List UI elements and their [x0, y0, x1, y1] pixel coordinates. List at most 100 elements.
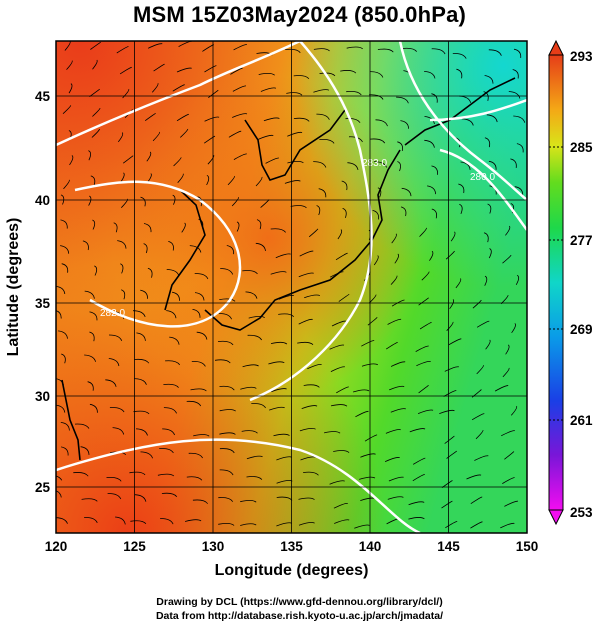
streamline	[268, 361, 285, 365]
streamline	[303, 471, 319, 476]
streamline	[341, 180, 348, 191]
colorbar-tick-label: 285	[570, 140, 593, 155]
streamline	[133, 410, 150, 415]
temperature-field	[56, 41, 527, 533]
streamline	[56, 310, 62, 319]
streamline	[418, 297, 429, 306]
streamline	[510, 405, 518, 416]
streamline	[355, 410, 369, 418]
streamline	[385, 342, 398, 350]
streamline	[270, 228, 287, 233]
streamline	[146, 151, 152, 162]
streamline	[192, 309, 201, 318]
streamline	[336, 386, 349, 394]
streamline	[94, 265, 98, 276]
streamline	[236, 221, 240, 232]
streamline	[278, 294, 294, 300]
streamline	[504, 451, 515, 460]
streamline	[172, 194, 176, 205]
streamline	[134, 494, 147, 502]
streamline	[308, 228, 319, 238]
y-axis-label: Latitude (degrees)	[5, 218, 22, 357]
x-tick-label: 150	[516, 539, 539, 554]
streamline	[66, 60, 73, 70]
streamline	[340, 70, 357, 74]
streamline	[219, 469, 234, 476]
x-tick-label: 140	[359, 539, 382, 554]
streamline	[359, 476, 376, 480]
streamline	[140, 289, 148, 299]
streamline	[116, 46, 129, 54]
streamline	[494, 385, 509, 392]
streamline	[68, 83, 73, 94]
streamline	[217, 340, 234, 346]
contour-label: 283.0	[362, 158, 387, 169]
colorbar-tick-label: 261	[570, 413, 593, 428]
streamline	[487, 203, 492, 214]
streamline	[384, 457, 400, 462]
streamline	[159, 448, 174, 454]
streamline	[194, 273, 209, 280]
streamline	[397, 161, 401, 172]
colorbar-tick-label: 293	[570, 49, 593, 64]
streamline	[367, 317, 378, 326]
y-tick-label: 40	[35, 193, 50, 208]
streamline	[165, 360, 181, 366]
streamline	[313, 48, 330, 52]
streamline	[219, 409, 236, 412]
streamline	[505, 344, 510, 355]
streamline	[501, 430, 515, 437]
streamline	[90, 41, 101, 50]
colorbar-tick-label: 269	[570, 322, 593, 337]
streamline	[129, 471, 146, 476]
streamline	[510, 158, 517, 168]
streamline	[441, 500, 453, 509]
streamline	[242, 270, 258, 275]
streamline	[61, 353, 66, 364]
streamline	[84, 516, 98, 523]
streamline	[488, 160, 497, 170]
y-tick-label: 25	[35, 480, 51, 495]
streamline	[206, 174, 210, 186]
streamline	[370, 138, 386, 144]
footer-credit-drawing: Drawing by DCL (https://www.gfd-dennou.o…	[156, 596, 443, 608]
streamline	[400, 120, 409, 129]
streamline	[69, 155, 74, 166]
streamline	[271, 388, 287, 393]
streamline	[62, 105, 72, 114]
streamline	[214, 359, 231, 364]
streamline	[427, 185, 436, 195]
y-axis: 25 30 35 40 45 Latitude (degrees)	[5, 89, 50, 495]
streamline	[400, 206, 407, 217]
streamline	[115, 516, 126, 525]
plot-frame	[55, 40, 528, 534]
streamline	[298, 272, 314, 278]
y-tick-label: 30	[35, 389, 50, 404]
streamline	[60, 245, 70, 254]
streamline	[240, 523, 257, 526]
streamline	[255, 242, 266, 251]
streamline	[504, 500, 518, 507]
streamline	[92, 219, 96, 230]
streamline	[458, 183, 465, 194]
streamline	[516, 143, 524, 153]
streamline	[416, 360, 431, 367]
streamline	[387, 496, 404, 500]
streamline	[508, 91, 521, 99]
streamline	[285, 48, 301, 53]
streamline	[258, 134, 274, 140]
streamline	[293, 75, 310, 80]
streamline	[391, 233, 397, 244]
graticule	[56, 41, 527, 533]
streamline	[180, 128, 189, 138]
streamline	[298, 497, 315, 500]
streamline	[505, 225, 511, 236]
streamline	[513, 48, 522, 58]
streamline	[299, 428, 316, 432]
streamline	[431, 93, 438, 103]
streamline	[193, 434, 210, 437]
streamline	[444, 435, 455, 444]
streamline	[56, 490, 62, 498]
streamline	[273, 433, 290, 437]
streamline	[176, 67, 192, 73]
